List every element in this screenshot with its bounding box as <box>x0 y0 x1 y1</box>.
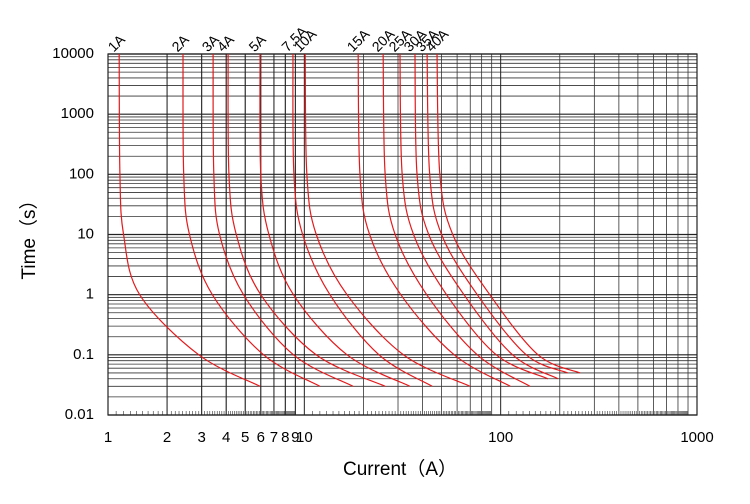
y-tick-label: 1000 <box>61 105 94 122</box>
x-axis-title: Current（A） <box>343 458 457 480</box>
curve-label: 15A <box>344 25 373 54</box>
y-tick-label: 0.1 <box>73 346 94 363</box>
curve-label: 4A <box>214 31 238 55</box>
y-tick-label: 0.01 <box>65 406 94 423</box>
curve <box>212 53 354 387</box>
curve <box>357 53 511 387</box>
x-tick-label: 8 <box>281 429 289 446</box>
curve <box>414 53 559 380</box>
curve <box>118 53 261 387</box>
x-tick-label: 10 <box>296 429 313 446</box>
curve-label: 5A <box>245 31 269 55</box>
x-tick-label: 2 <box>163 429 171 446</box>
y-tick-label: 100 <box>69 165 94 182</box>
x-tick-label: 6 <box>257 429 265 446</box>
plot-frame <box>107 53 698 416</box>
x-tick-label: 100 <box>488 429 513 446</box>
curve <box>426 53 569 374</box>
x-tick-label: 1 <box>104 429 112 446</box>
x-tick-label: 4 <box>222 429 230 446</box>
curve <box>227 53 386 387</box>
y-tick-label: 1 <box>86 286 94 303</box>
y-tick-label: 10 <box>77 225 94 242</box>
curve-label: 1A <box>105 31 129 55</box>
curve <box>382 53 531 387</box>
y-tick-label: 10000 <box>52 45 94 62</box>
x-tick-label: 3 <box>198 429 206 446</box>
curve <box>436 53 581 374</box>
curve <box>259 53 411 387</box>
x-tick-label: 5 <box>241 429 249 446</box>
curve <box>399 53 549 380</box>
curve <box>182 53 321 387</box>
curve <box>292 53 433 387</box>
x-tick-label: 1000 <box>680 429 713 446</box>
y-axis-title: Time（s） <box>18 190 40 279</box>
curve <box>304 53 471 387</box>
x-tick-label: 9 <box>291 429 299 446</box>
x-tick-label: 7 <box>270 429 278 446</box>
curve-label: 2A <box>168 31 192 55</box>
